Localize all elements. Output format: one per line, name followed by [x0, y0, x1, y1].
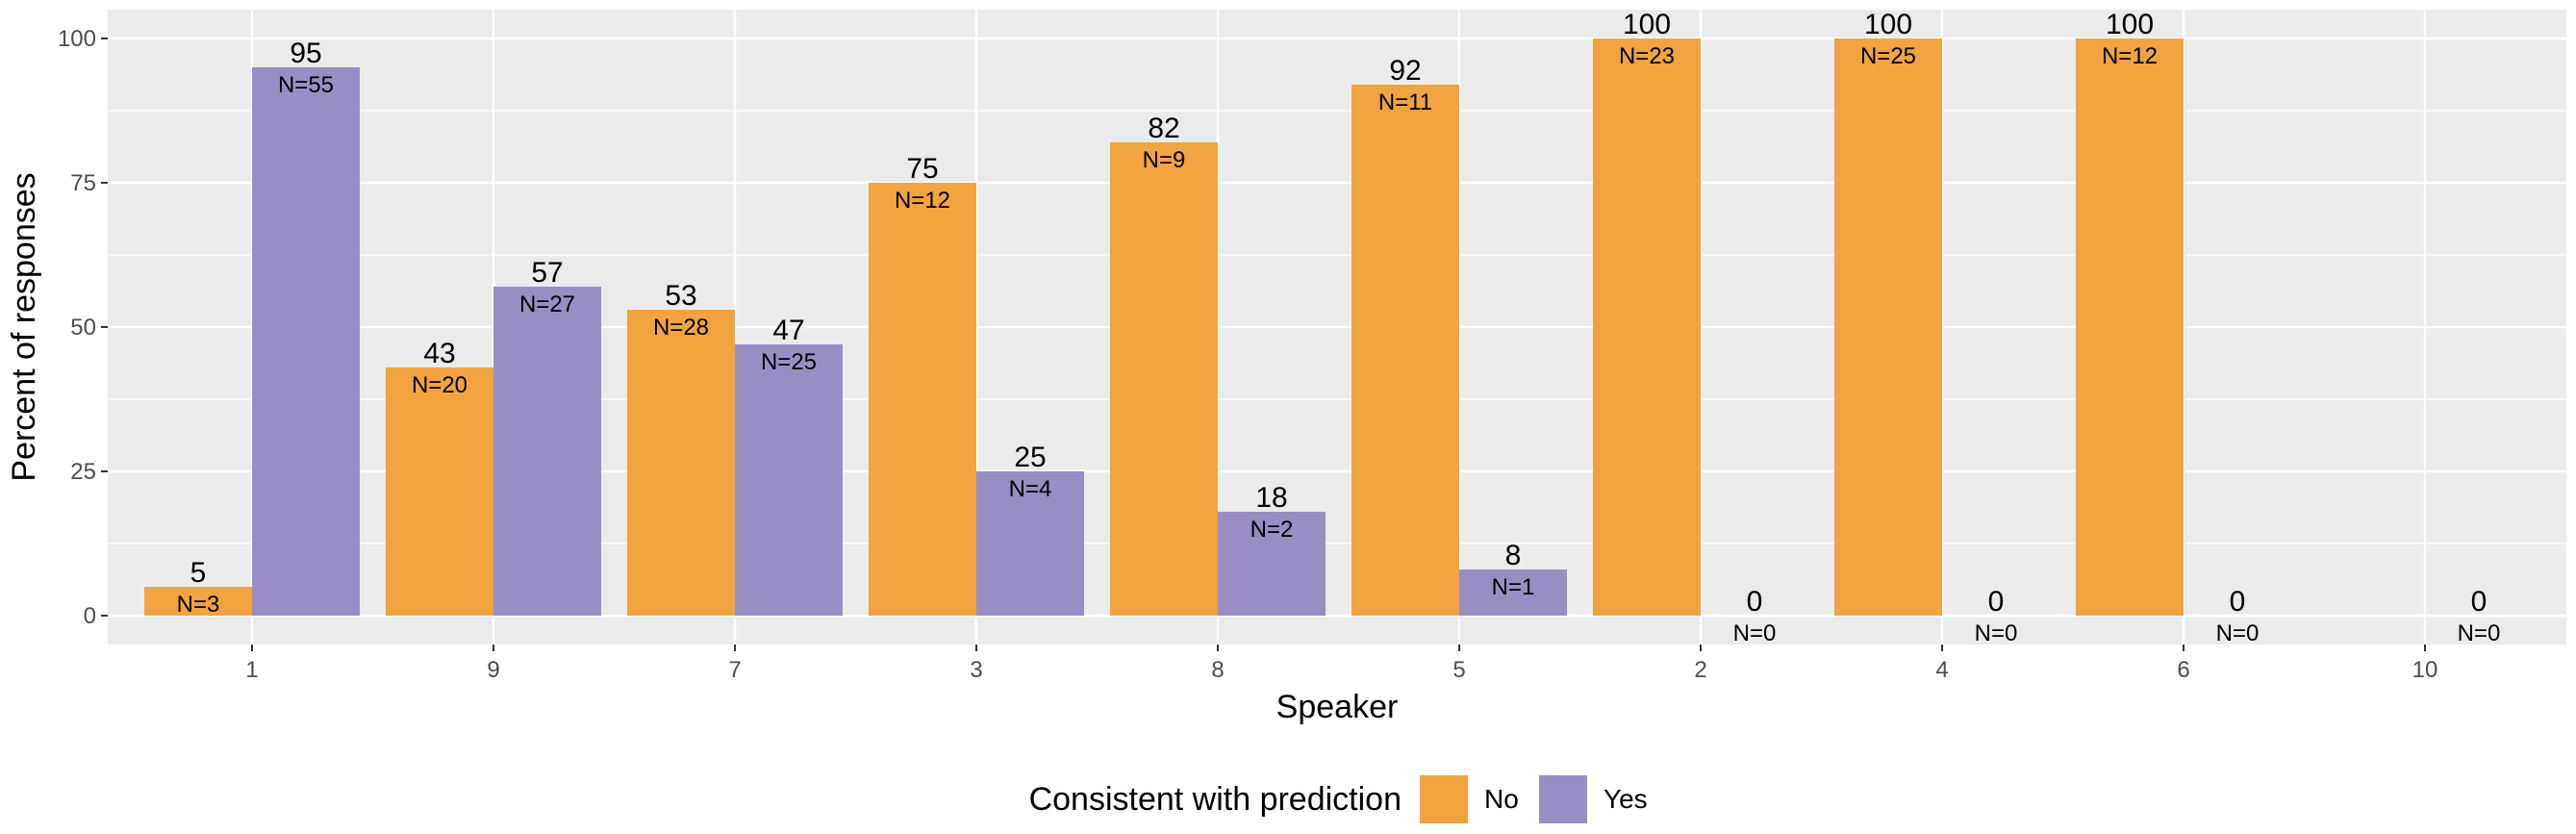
- bar-n-label: N=28: [653, 315, 709, 341]
- x-tick-label: 2: [1694, 657, 1706, 683]
- bar-no-2: [1593, 38, 1701, 616]
- bar-value-label: 95: [290, 38, 321, 69]
- y-tick-label: 75: [70, 170, 96, 196]
- bar-n-label: N=9: [1143, 147, 1186, 173]
- x-tick-label: 5: [1452, 657, 1465, 683]
- bar-n-label: N=20: [412, 372, 467, 398]
- x-tick-label: 8: [1211, 657, 1224, 683]
- bar-value-label: 100: [2106, 9, 2154, 40]
- bar-n-label: N=4: [1009, 476, 1052, 502]
- bar-value-label: 25: [1014, 442, 1046, 473]
- x-tick-label: 6: [2177, 657, 2189, 683]
- bar-n-label: N=55: [278, 72, 334, 98]
- bar-n-label: N=0: [2216, 620, 2260, 646]
- bar-value-label: 0: [2471, 586, 2488, 618]
- y-tick-label: 100: [58, 26, 96, 52]
- bar-value-label: 0: [1988, 586, 2005, 618]
- bars: [144, 38, 2184, 616]
- y-tick-label: 0: [84, 603, 96, 629]
- bar-yes-9: [493, 287, 601, 616]
- bar-n-label: N=1: [1492, 574, 1535, 600]
- bar-no-9: [386, 367, 493, 616]
- legend-label-no: No: [1484, 784, 1519, 814]
- bar-value-label: 47: [772, 315, 804, 346]
- y-tick-label: 50: [70, 315, 96, 341]
- bar-value-label: 0: [1747, 586, 1763, 618]
- legend: Consistent with prediction No Yes: [1029, 775, 1648, 823]
- bar-n-label: N=0: [2458, 620, 2501, 646]
- x-axis: 1 9 7 3 8 5 2 4 6 10: [245, 644, 2437, 683]
- bar-no-5: [1351, 85, 1459, 616]
- bar-value-label: 82: [1148, 113, 1179, 144]
- bar-yes-7: [735, 344, 843, 616]
- bar-no-8: [1110, 142, 1218, 616]
- bar-yes-5: [1459, 569, 1567, 616]
- bar-yes-8: [1218, 512, 1326, 616]
- bar-no-7: [627, 310, 735, 616]
- legend-label-yes: Yes: [1604, 784, 1648, 814]
- x-tick-label: 7: [728, 657, 741, 683]
- bar-n-label: N=3: [177, 592, 220, 618]
- y-axis-title: Percent of responses: [6, 172, 42, 481]
- bar-value-label: 75: [906, 153, 938, 185]
- bar-yes-3: [976, 471, 1084, 616]
- bar-no-1: [144, 587, 252, 616]
- bar-no-3: [869, 183, 976, 616]
- bar-no-4: [1834, 38, 1942, 616]
- bar-n-label: N=23: [1619, 43, 1675, 69]
- bar-n-label: N=27: [519, 291, 575, 317]
- bar-value-label: 57: [531, 257, 563, 289]
- bar-no-6: [2076, 38, 2184, 616]
- bar-n-label: N=12: [895, 188, 950, 214]
- x-tick-label: 3: [970, 657, 982, 683]
- bar-n-label: N=0: [1975, 620, 2018, 646]
- bar-value-label: 53: [665, 280, 696, 312]
- legend-key-no: [1420, 775, 1468, 823]
- bar-value-label: 18: [1255, 482, 1287, 514]
- bar-value-label: 0: [2230, 586, 2246, 618]
- bar-value-label: 92: [1389, 55, 1421, 87]
- x-tick-label: 9: [487, 657, 499, 683]
- bar-value-label: 8: [1505, 540, 1522, 571]
- bar-value-label: 5: [190, 557, 207, 589]
- bar-n-label: N=25: [761, 349, 817, 375]
- bar-n-label: N=12: [2102, 43, 2158, 69]
- legend-title: Consistent with prediction: [1029, 781, 1402, 818]
- bar-value-label: 43: [423, 338, 455, 369]
- x-axis-title: Speaker: [1276, 689, 1399, 725]
- y-tick-label: 25: [70, 459, 96, 485]
- bar-value-label: 100: [1623, 9, 1671, 40]
- x-tick-label: 4: [1935, 657, 1948, 683]
- bar-n-label: N=2: [1250, 517, 1294, 543]
- bar-value-label: 100: [1864, 9, 1912, 40]
- y-axis: 0 25 50 75 100: [58, 26, 108, 629]
- legend-key-yes: [1539, 775, 1587, 823]
- bar-yes-1: [252, 67, 360, 616]
- x-tick-label: 10: [2412, 657, 2438, 683]
- bar-n-label: N=25: [1860, 43, 1916, 69]
- bar-labels: 5N=343N=2053N=2875N=1282N=992N=11100N=23…: [177, 9, 2501, 646]
- bar-n-label: N=0: [1733, 620, 1777, 646]
- bar-n-label: N=11: [1378, 89, 1432, 115]
- x-tick-label: 1: [245, 657, 258, 683]
